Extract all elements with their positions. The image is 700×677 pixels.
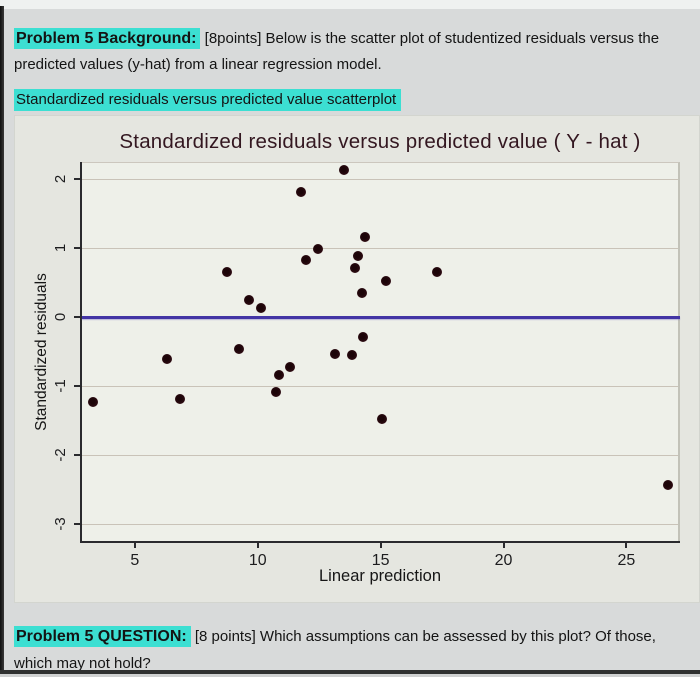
data-point <box>234 344 245 355</box>
y-tick-mark <box>74 454 82 457</box>
problem-question-text-line2: which may not hold? <box>14 655 151 672</box>
x-tick-mark <box>256 541 259 548</box>
data-point <box>347 350 358 361</box>
bottom-divider <box>0 670 700 674</box>
problem-question-label: Problem 5 QUESTION: <box>14 626 191 647</box>
y-tick-label: -2 <box>51 448 69 463</box>
y-axis-line <box>80 162 82 542</box>
left-edge-bar <box>0 6 4 677</box>
plot-area <box>82 162 680 542</box>
subheading-paragraph: Standardized residuals versus predicted … <box>14 87 682 113</box>
problem-background-label: Problem 5 Background: <box>14 28 201 49</box>
data-point <box>175 393 186 404</box>
data-point <box>284 362 295 373</box>
data-point <box>256 302 267 313</box>
figure: Standardized residuals versus predicted … <box>14 115 700 603</box>
zero-reference-line <box>82 316 680 319</box>
x-tick-mark <box>625 541 628 548</box>
data-point <box>358 332 369 343</box>
problem-question-paragraph: Problem 5 QUESTION: [8 points] Which ass… <box>14 623 682 677</box>
x-tick-mark <box>133 541 136 548</box>
data-point <box>161 354 172 365</box>
data-point <box>663 480 674 491</box>
y-tick-label: 0 <box>51 313 69 322</box>
y-tick-label: 1 <box>51 244 69 253</box>
data-point <box>244 295 255 306</box>
x-tick-label: 15 <box>371 552 390 569</box>
y-tick-label: -1 <box>51 379 69 394</box>
data-point <box>222 266 232 277</box>
x-axis-label: Linear prediction <box>319 567 441 585</box>
data-point <box>88 396 99 407</box>
chart-title: Standardized residuals versus predicted … <box>119 130 641 153</box>
x-tick-mark <box>379 541 382 548</box>
gridline <box>82 178 678 180</box>
scatterplot-subheading: Standardized residuals versus predicted … <box>14 89 402 111</box>
data-point <box>330 348 341 359</box>
x-tick-label: 25 <box>617 552 636 569</box>
data-point <box>300 255 311 266</box>
gridline <box>82 454 678 456</box>
x-tick-label: 5 <box>130 552 140 569</box>
y-tick-mark <box>74 178 82 181</box>
data-point <box>432 267 443 278</box>
x-tick-label: 10 <box>248 552 267 569</box>
y-tick-mark <box>74 316 82 319</box>
data-point <box>380 275 391 286</box>
y-tick-mark <box>74 247 82 250</box>
data-point <box>349 262 360 273</box>
data-point <box>353 250 364 261</box>
x-tick-mark <box>502 541 505 548</box>
data-point <box>357 288 368 299</box>
bottom-margin <box>0 674 700 677</box>
data-point <box>359 232 370 243</box>
y-tick-label: -3 <box>51 517 69 532</box>
problem-background-paragraph: Problem 5 Background: [8points] Below is… <box>14 26 682 78</box>
x-tick-label: 20 <box>494 552 513 569</box>
problem-question-text: [8 points] Which assumptions can be asse… <box>190 628 656 645</box>
top-strip <box>0 0 700 9</box>
y-tick-label: 2 <box>51 175 69 184</box>
data-point <box>295 187 306 198</box>
problem-background-text: [8points] Below is the scatter plot of s… <box>200 30 660 47</box>
data-point <box>312 243 323 254</box>
data-point <box>273 370 284 381</box>
gridline <box>82 247 678 249</box>
y-tick-mark <box>74 523 82 526</box>
data-point <box>376 413 387 424</box>
gridline <box>82 523 678 525</box>
y-tick-mark <box>74 385 82 388</box>
gridline <box>82 385 678 387</box>
data-point <box>271 386 282 397</box>
problem-background-text-line2: predicted values (y-hat) from a linear r… <box>14 56 382 73</box>
data-point <box>338 165 349 176</box>
